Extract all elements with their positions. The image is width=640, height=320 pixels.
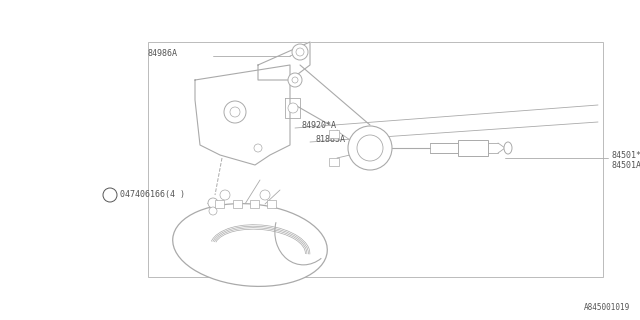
Polygon shape	[195, 65, 290, 165]
Circle shape	[292, 44, 308, 60]
Circle shape	[357, 135, 383, 161]
Text: 84501A*C: 84501A*C	[612, 161, 640, 170]
Text: 84501*C: 84501*C	[612, 150, 640, 159]
Circle shape	[292, 77, 298, 83]
Circle shape	[103, 188, 117, 202]
Bar	[267, 200, 276, 208]
Circle shape	[296, 48, 304, 56]
Text: 84920*A: 84920*A	[301, 122, 336, 131]
Bar	[148, 42, 603, 277]
Circle shape	[224, 101, 246, 123]
Bar	[329, 158, 339, 166]
Bar	[458, 140, 488, 156]
Polygon shape	[285, 98, 300, 118]
Bar	[215, 200, 224, 208]
Circle shape	[348, 126, 392, 170]
Circle shape	[220, 190, 230, 200]
Circle shape	[288, 103, 298, 113]
Ellipse shape	[504, 142, 512, 154]
Text: S: S	[108, 192, 112, 198]
Bar	[233, 200, 242, 208]
Circle shape	[230, 107, 240, 117]
Text: A845001019: A845001019	[584, 303, 630, 312]
Circle shape	[260, 190, 270, 200]
Bar	[250, 200, 259, 208]
Polygon shape	[258, 42, 310, 80]
Circle shape	[208, 198, 218, 208]
Circle shape	[209, 207, 217, 215]
Bar	[329, 130, 339, 138]
Text: 047406166(4 ): 047406166(4 )	[120, 190, 185, 199]
Ellipse shape	[173, 204, 327, 286]
Text: 81885A: 81885A	[316, 135, 346, 145]
Circle shape	[288, 73, 302, 87]
Text: 84986A: 84986A	[148, 50, 178, 59]
Circle shape	[254, 144, 262, 152]
